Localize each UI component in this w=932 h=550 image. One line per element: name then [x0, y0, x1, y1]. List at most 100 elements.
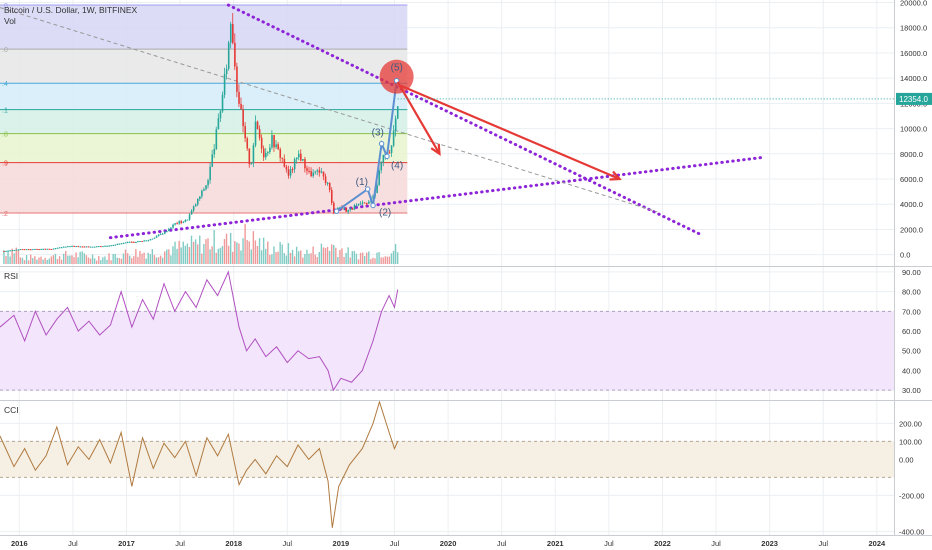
- rsi-band: [0, 311, 894, 391]
- elliott-waves[interactable]: (1) (2) (3) (4) (5): [333, 59, 414, 219]
- time-axis[interactable]: 2016 Jul 2017 Jul 2018 Jul 2019 Jul 2020 Jul 2021 J…: [11, 539, 886, 548]
- price-candle: [194, 204, 197, 207]
- price-tick-label: 2000.0: [900, 225, 923, 234]
- arrow-shaft[interactable]: [396, 81, 441, 155]
- volume-bar: [60, 259, 63, 264]
- volume-bar: [330, 244, 333, 264]
- volume-bar: [242, 238, 244, 264]
- wave-point[interactable]: [333, 208, 340, 214]
- wave-label: (2): [379, 207, 391, 218]
- volume-bar: [172, 246, 174, 264]
- volume-bar: [300, 250, 302, 264]
- volume-bar: [363, 256, 366, 264]
- price-candle: [238, 91, 240, 104]
- price-candle: [95, 246, 98, 248]
- price-candle: [227, 42, 230, 69]
- cci-axis[interactable]: -400.00 -200.00 0.00 100.00 200.00: [899, 419, 924, 536]
- volume-bar: [351, 251, 353, 264]
- volume-bar: [382, 257, 384, 264]
- time-tick-label: 2024: [869, 539, 887, 548]
- price-candle: [269, 147, 271, 153]
- cci-pane[interactable]: [0, 400, 894, 528]
- price-candle: [174, 223, 176, 225]
- volume-bar: [108, 253, 110, 264]
- volume-bar: [120, 258, 123, 264]
- volume-bar: [291, 249, 294, 264]
- wave-label: (4): [391, 160, 403, 171]
- volume-bar: [209, 249, 211, 264]
- wave-point[interactable]: [364, 186, 371, 192]
- price-candle: [355, 205, 358, 207]
- price-candle: [221, 94, 224, 112]
- price-candle: [382, 154, 385, 163]
- trendline[interactable]: [108, 156, 763, 240]
- highlight-circle[interactable]: [379, 59, 414, 94]
- price-candle: [211, 154, 214, 167]
- price-candle: [302, 159, 304, 161]
- price-candle: [326, 182, 329, 184]
- volume-bar: [161, 257, 164, 264]
- time-tick-label: 2021: [547, 539, 564, 548]
- wave-point[interactable]: [393, 77, 400, 84]
- price-candle: [390, 145, 393, 153]
- price-candle: [291, 169, 294, 171]
- price-candle: [15, 249, 18, 251]
- price-candle: [13, 250, 16, 252]
- wave-point[interactable]: [384, 153, 390, 160]
- price-candle: [25, 249, 28, 251]
- volume-bar: [205, 239, 207, 264]
- price-candle: [104, 245, 106, 247]
- volume-bar: [168, 249, 170, 264]
- trendline[interactable]: [226, 3, 705, 238]
- wave-point[interactable]: [370, 202, 376, 209]
- price-candle: [34, 248, 36, 250]
- volume-bar: [25, 255, 28, 264]
- price-candle: [89, 246, 92, 248]
- volume-bar: [267, 241, 269, 264]
- price-candle: [50, 248, 53, 250]
- fib-retracement[interactable]: .0 .0 .4 .1 .8 .9 .2: [0, 3, 408, 218]
- price-candle: [155, 236, 158, 238]
- volume-bar: [295, 246, 298, 264]
- volume-bar: [192, 241, 195, 264]
- price-candle: [172, 224, 174, 228]
- price-pane[interactable]: .0 .0 .4 .1 .8 .9 .2 (1) (2) (3) (4) (5): [0, 3, 894, 264]
- volume-bar: [83, 253, 86, 264]
- volume-bar: [281, 244, 283, 264]
- price-candle: [273, 135, 275, 148]
- pane-dividers[interactable]: [0, 0, 932, 536]
- arrow-head: [430, 143, 441, 156]
- price-axis[interactable]: 0.02000.04000.06000.08000.010000.012000.…: [900, 0, 927, 260]
- volume-bar: [232, 251, 234, 264]
- volume-bar: [394, 244, 397, 264]
- volume-bar: [219, 247, 222, 264]
- rsi-axis[interactable]: 30.00 40.00 50.00 60.00 70.00 80.00 90.00: [902, 268, 921, 395]
- price-candle: [124, 242, 127, 244]
- volume-bar: [254, 240, 257, 264]
- rsi-pane[interactable]: [0, 270, 894, 392]
- volume-bar: [122, 253, 125, 264]
- price-candle: [133, 241, 135, 243]
- volume-bar: [252, 231, 255, 264]
- price-candle: [46, 248, 49, 250]
- wave-path[interactable]: [336, 80, 398, 212]
- trendline[interactable]: [0, 7, 658, 213]
- trendlines[interactable]: [0, 3, 763, 240]
- price-candle: [54, 248, 57, 250]
- volume-bar: [366, 252, 368, 264]
- projection-arrows[interactable]: [396, 81, 622, 181]
- arrow-shaft[interactable]: [400, 84, 621, 181]
- price-candle: [215, 129, 218, 149]
- volume-bar: [310, 253, 312, 264]
- price-candle: [229, 24, 232, 43]
- price-candle: [176, 223, 178, 225]
- volume-label: Vol: [4, 16, 16, 26]
- price-candle: [380, 162, 383, 171]
- volume-bar: [396, 252, 399, 264]
- wave-point[interactable]: [378, 141, 385, 147]
- volume-bar: [79, 251, 81, 264]
- price-candle: [205, 185, 207, 190]
- volume-bar: [194, 239, 197, 264]
- price-candle: [114, 244, 117, 246]
